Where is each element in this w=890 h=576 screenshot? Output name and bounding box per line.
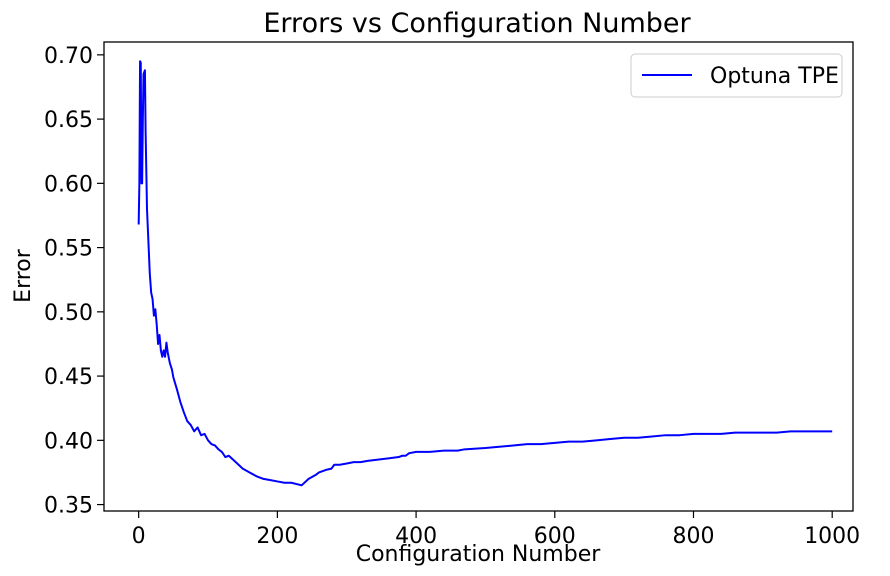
y-tick-label: 0.70	[44, 44, 93, 69]
legend-box	[630, 53, 843, 98]
plot-area	[104, 42, 853, 511]
x-tick-label: 400	[395, 524, 437, 549]
y-tick-label: 0.45	[44, 365, 93, 390]
plot-frame	[103, 41, 854, 512]
x-tick-label: 600	[534, 524, 576, 549]
legend-label: Optuna TPE	[710, 64, 839, 89]
y-tick-label: 0.60	[44, 172, 93, 197]
x-tick-label: 0	[132, 524, 146, 549]
legend: Optuna TPE	[630, 53, 843, 98]
chart-title: Errors vs Configuration Number	[263, 8, 691, 39]
x-tick-label: 1000	[804, 524, 860, 549]
x-tick-label: 800	[672, 524, 714, 549]
x-axis-ticks: 0 200 400 600 800 1000	[132, 511, 860, 549]
y-tick-label: 0.55	[44, 237, 93, 262]
y-axis-label: Error	[11, 248, 36, 303]
y-tick-label: 0.40	[44, 429, 93, 454]
y-axis-ticks: 0.35 0.40 0.45 0.50 0.55 0.60 0.65 0.70	[44, 44, 104, 519]
y-tick-label: 0.50	[44, 301, 93, 326]
y-tick-label: 0.65	[44, 108, 93, 133]
y-tick-label: 0.35	[44, 494, 93, 519]
x-tick-label: 200	[256, 524, 298, 549]
series-line-optuna-tpe	[137, 60, 833, 487]
x-axis-label: Configuration Number	[356, 542, 602, 567]
